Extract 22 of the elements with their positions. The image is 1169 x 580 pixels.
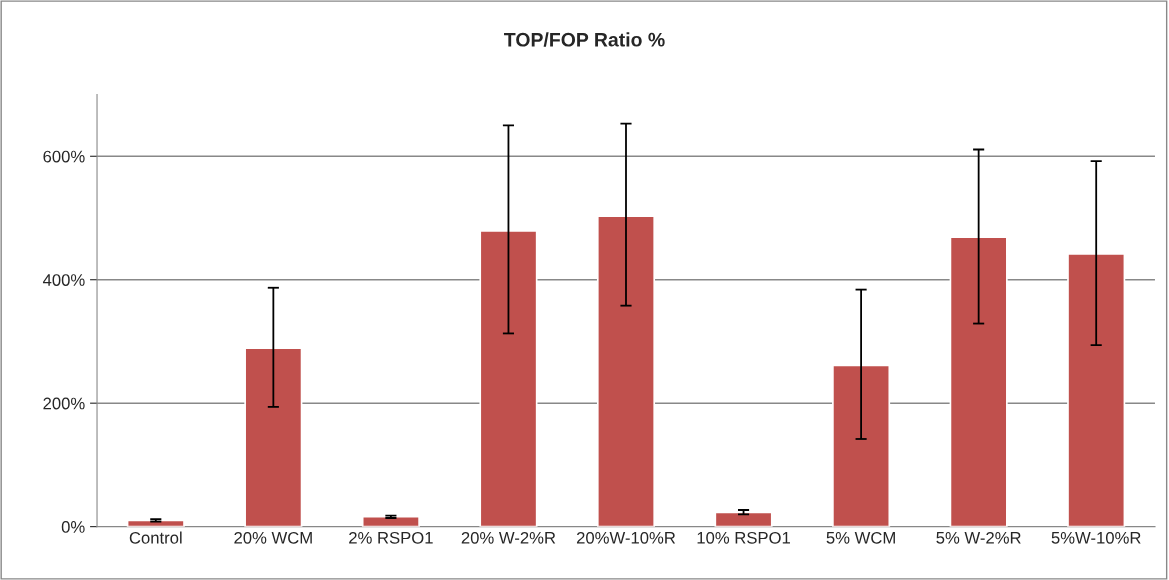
bar: [832, 364, 891, 527]
y-tick-label: 600%: [43, 150, 85, 163]
y-tick-label: 200%: [43, 397, 85, 410]
bar: [361, 515, 420, 527]
x-tick-label: 10% RSPO1: [697, 531, 790, 544]
y-tick-label: 400%: [42, 274, 85, 286]
y-tick-label: 0%: [61, 521, 85, 533]
bar: [949, 236, 1008, 527]
x-tick-label: 5%W-10%R: [1051, 531, 1141, 544]
chart-title: TOP/FOP Ratio %: [504, 32, 665, 47]
x-tick-label: 5% W-2%R: [936, 531, 1021, 544]
bar: [244, 347, 303, 527]
x-tick-label: 20% WCM: [234, 531, 312, 544]
x-tick-label: 20%W-10%R: [576, 531, 676, 544]
bar: [714, 511, 773, 527]
bar: [1067, 252, 1126, 527]
bar: [596, 215, 656, 527]
x-tick-label: 20% W-2%R: [461, 531, 556, 544]
bar: [479, 230, 538, 527]
x-tick-label: 2% RSPO1: [349, 531, 433, 544]
x-tick-label: 5% WCM: [826, 531, 895, 544]
x-tick-label: Control: [129, 531, 182, 544]
